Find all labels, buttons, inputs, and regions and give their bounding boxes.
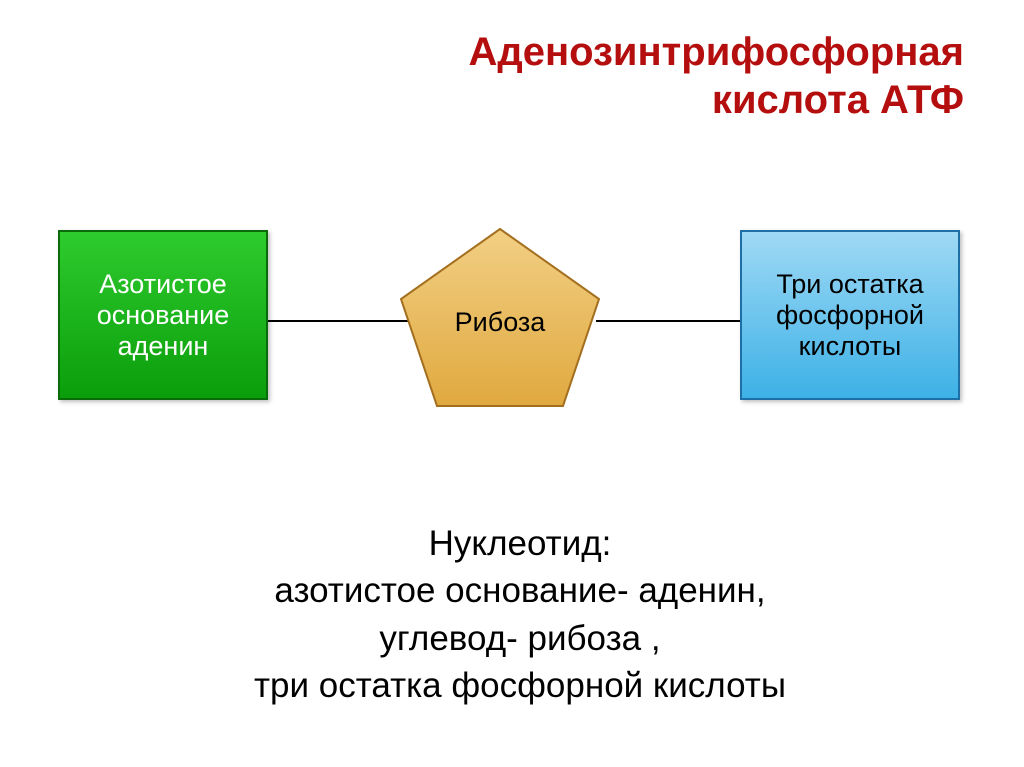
page-title: Аденозинтрифосфорная кислота АТФ xyxy=(284,28,964,124)
caption-line-3: углевод- рибоза , xyxy=(170,615,870,662)
title-line-2: кислота АТФ xyxy=(284,76,964,124)
node-phosphate-label: Три остатка фосфорной кислоты xyxy=(776,269,924,362)
title-line-1: Аденозинтрифосфорная xyxy=(284,28,964,76)
caption-line-1: Нуклеотид: xyxy=(170,520,870,567)
connector-left xyxy=(268,320,410,322)
node-adenine-label: Азотистое основание аденин xyxy=(97,269,230,362)
node-ribose: Рибоза xyxy=(395,225,605,410)
node-phosphate: Три остатка фосфорной кислоты xyxy=(740,230,960,400)
node-adenine: Азотистое основание аденин xyxy=(58,230,268,400)
caption: Нуклеотид: азотистое основание- аденин, … xyxy=(170,520,870,709)
node-ribose-label: Рибоза xyxy=(395,307,605,338)
canvas: Аденозинтрифосфорная кислота АТФ Азотист… xyxy=(0,0,1024,767)
connector-right xyxy=(596,320,740,322)
caption-line-2: азотистое основание- аденин, xyxy=(170,567,870,614)
caption-line-4: три остатка фосфорной кислоты xyxy=(170,662,870,709)
